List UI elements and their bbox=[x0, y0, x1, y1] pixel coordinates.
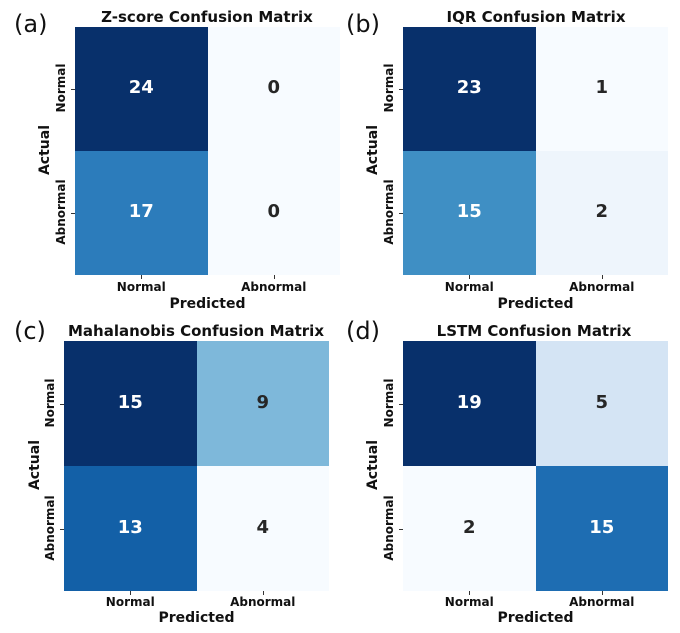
y-tick-mark bbox=[399, 213, 403, 214]
heatmap-cell bbox=[535, 151, 668, 275]
cell-value-label: 2 bbox=[595, 201, 609, 222]
chart-title: Mahalanobis Confusion Matrix bbox=[67, 322, 325, 340]
x-axis-label: Predicted bbox=[497, 610, 574, 626]
heatmap-cell bbox=[403, 466, 536, 591]
x-tick-mark bbox=[601, 275, 603, 279]
y-tick-label: Abnormal bbox=[43, 494, 57, 561]
x-tick-mark bbox=[262, 591, 264, 595]
heatmap-cell bbox=[75, 151, 208, 275]
cell-value-label: 0 bbox=[267, 201, 281, 222]
x-tick-label: Abnormal bbox=[569, 595, 635, 609]
x-tick-mark bbox=[130, 591, 132, 595]
heatmap-cell bbox=[403, 341, 536, 466]
y-axis-label: Actual bbox=[365, 124, 381, 176]
cell-value-label: 17 bbox=[128, 201, 154, 222]
cell-value-label: 0 bbox=[267, 77, 281, 98]
x-tick-label: Abnormal bbox=[241, 280, 307, 294]
x-axis-label: Predicted bbox=[497, 296, 574, 312]
y-tick-label: Abnormal bbox=[382, 494, 396, 561]
panel-letter: (c) bbox=[14, 317, 46, 345]
panel-letter: (a) bbox=[14, 10, 48, 38]
cell-value-label: 2 bbox=[462, 516, 476, 538]
y-tick-label: Normal bbox=[382, 378, 396, 427]
chart-title: IQR Confusion Matrix bbox=[446, 8, 626, 26]
x-tick-label: Normal bbox=[116, 280, 166, 294]
x-tick-mark bbox=[469, 591, 471, 595]
cell-value-label: 24 bbox=[128, 77, 154, 98]
heatmap-cell bbox=[75, 27, 208, 151]
panel-letter: (b) bbox=[346, 10, 380, 38]
cell-value-label: 15 bbox=[589, 516, 615, 538]
y-axis-label: Actual bbox=[37, 124, 53, 176]
x-tick-mark bbox=[469, 275, 471, 279]
y-tick-mark bbox=[399, 528, 403, 530]
x-axis-label: Predicted bbox=[158, 610, 235, 626]
x-tick-mark bbox=[273, 275, 275, 279]
y-tick-label: Normal bbox=[43, 378, 57, 427]
heatmap-cell bbox=[196, 341, 329, 466]
y-tick-label: Normal bbox=[54, 63, 68, 113]
heatmap-cell bbox=[403, 27, 536, 151]
x-tick-label: Normal bbox=[444, 595, 494, 609]
cell-value-label: 1 bbox=[595, 77, 609, 98]
cell-value-label: 19 bbox=[456, 391, 482, 413]
y-axis-label: Actual bbox=[27, 439, 43, 491]
heatmap-cell bbox=[64, 341, 197, 466]
y-tick-mark bbox=[60, 528, 64, 530]
y-tick-label: Abnormal bbox=[382, 179, 396, 245]
x-tick-mark bbox=[141, 275, 143, 279]
cell-value-label: 5 bbox=[595, 391, 609, 413]
chart-title: Z-score Confusion Matrix bbox=[101, 8, 313, 26]
heatmap-cell bbox=[207, 27, 340, 151]
cell-value-label: 9 bbox=[256, 391, 270, 413]
y-tick-mark bbox=[60, 403, 64, 405]
cell-value-label: 13 bbox=[117, 516, 143, 538]
heatmap-cell bbox=[403, 151, 536, 275]
heatmap-cell bbox=[535, 466, 668, 591]
cell-value-label: 23 bbox=[456, 77, 482, 98]
x-tick-label: Abnormal bbox=[569, 280, 635, 294]
heatmap-cell bbox=[196, 466, 329, 591]
y-axis-label: Actual bbox=[365, 439, 381, 491]
y-tick-mark bbox=[399, 403, 403, 405]
y-tick-mark bbox=[71, 213, 75, 214]
x-tick-label: Abnormal bbox=[230, 595, 296, 609]
x-tick-mark bbox=[601, 591, 603, 595]
cell-value-label: 4 bbox=[256, 516, 270, 538]
cell-value-label: 15 bbox=[456, 201, 482, 222]
heatmap-cell bbox=[207, 151, 340, 275]
x-tick-label: Normal bbox=[105, 595, 155, 609]
heatmap-cell bbox=[64, 466, 197, 591]
panel-letter: (d) bbox=[346, 317, 380, 345]
y-tick-label: Normal bbox=[382, 63, 396, 113]
heatmap-cell bbox=[535, 341, 668, 466]
x-axis-label: Predicted bbox=[169, 296, 246, 312]
y-tick-mark bbox=[71, 89, 75, 90]
cell-value-label: 15 bbox=[117, 391, 143, 413]
y-tick-mark bbox=[399, 89, 403, 90]
x-tick-label: Normal bbox=[444, 280, 494, 294]
chart-title: LSTM Confusion Matrix bbox=[436, 322, 632, 340]
y-tick-label: Abnormal bbox=[54, 179, 68, 245]
heatmap-cell bbox=[535, 27, 668, 151]
